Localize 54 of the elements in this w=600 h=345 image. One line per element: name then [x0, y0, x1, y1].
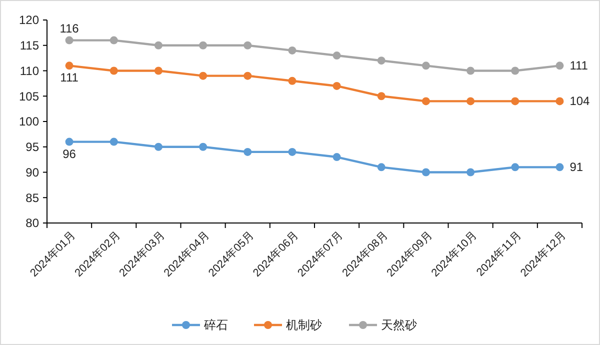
point [199, 41, 208, 50]
point [466, 168, 475, 176]
point [556, 97, 564, 106]
point [422, 62, 430, 70]
point [377, 92, 386, 100]
point [199, 142, 208, 151]
point [288, 46, 296, 54]
y-tick-label: 105 [18, 89, 40, 104]
point [288, 148, 296, 156]
point [154, 66, 162, 75]
point [377, 56, 386, 65]
data-label: 116 [60, 21, 80, 36]
point [244, 148, 252, 156]
point [288, 76, 296, 85]
point [154, 142, 162, 151]
point [466, 66, 475, 75]
legend-label: 天然砂 [381, 318, 417, 332]
point [422, 168, 430, 176]
y-tick-label: 100 [18, 114, 40, 129]
point [199, 72, 208, 80]
legend-label: 碎石 [203, 318, 228, 332]
point [511, 97, 520, 106]
point [244, 72, 252, 80]
y-tick-label: 115 [20, 38, 40, 53]
data-label: 96 [62, 146, 76, 161]
point [466, 97, 475, 106]
point [244, 41, 252, 50]
legend-label: 机制砂 [286, 318, 322, 332]
point [332, 82, 341, 90]
point [65, 62, 74, 70]
point [556, 62, 564, 70]
y-tick-label: 110 [20, 64, 40, 78]
y-tick-label: 120 [18, 13, 40, 28]
y-tick-label: 90 [26, 165, 40, 180]
point [65, 36, 74, 44]
data-label: 111 [60, 70, 79, 85]
data-label: 91 [570, 160, 584, 174]
point [332, 153, 341, 162]
point [511, 66, 520, 75]
y-tick-label: 85 [26, 190, 40, 205]
point [556, 163, 564, 172]
point [332, 52, 341, 60]
data-label: 111 [570, 58, 588, 73]
point [110, 138, 118, 146]
point [377, 163, 386, 172]
point [511, 163, 520, 172]
data-label: 104 [570, 94, 590, 108]
point [422, 97, 430, 106]
y-tick-label: 95 [26, 140, 40, 154]
point [110, 36, 118, 44]
point [110, 66, 118, 75]
y-tick-label: 80 [26, 216, 40, 230]
point [65, 138, 74, 146]
point [154, 41, 162, 50]
